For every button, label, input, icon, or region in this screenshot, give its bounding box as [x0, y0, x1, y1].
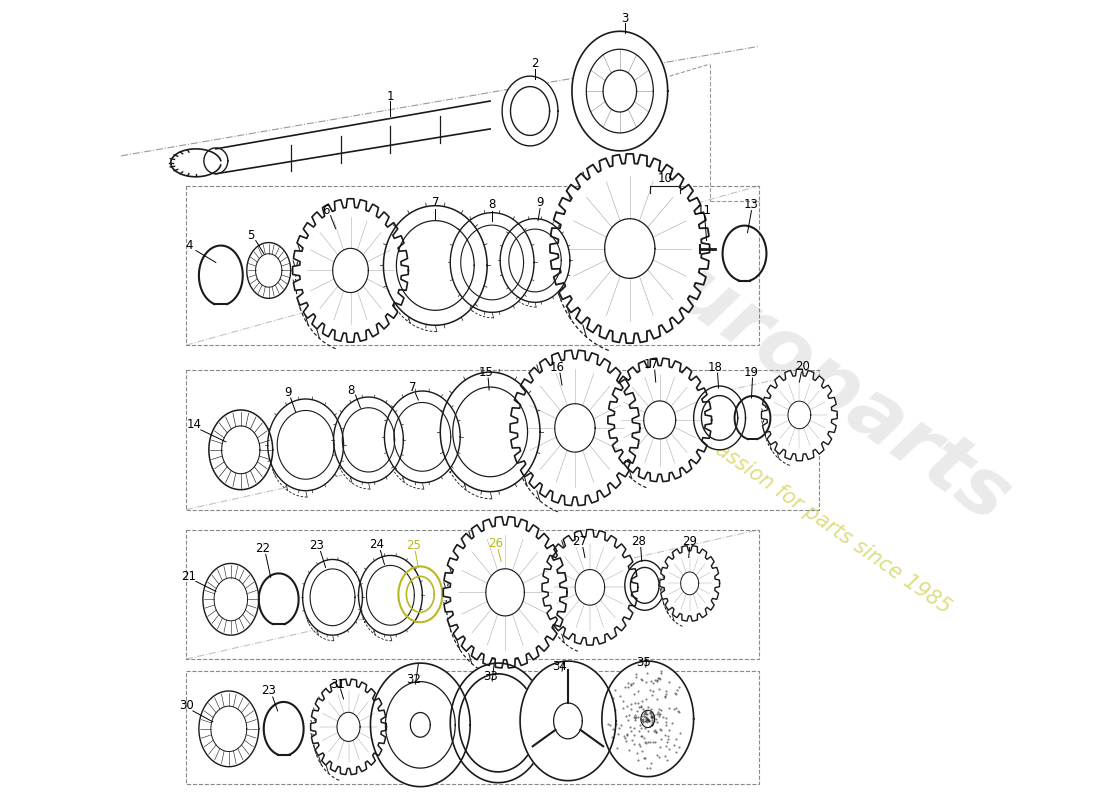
Polygon shape — [450, 213, 534, 312]
Text: 28: 28 — [631, 535, 646, 548]
Polygon shape — [761, 369, 837, 461]
PathPatch shape — [502, 76, 558, 146]
Text: 1: 1 — [387, 90, 394, 102]
Polygon shape — [443, 517, 566, 668]
Text: 9: 9 — [284, 386, 292, 398]
Polygon shape — [384, 206, 487, 326]
Text: 6: 6 — [322, 204, 329, 217]
Text: 23: 23 — [309, 539, 324, 552]
Polygon shape — [371, 663, 470, 786]
Polygon shape — [199, 691, 258, 766]
Text: 31: 31 — [330, 678, 345, 690]
Polygon shape — [520, 661, 616, 781]
Polygon shape — [202, 563, 258, 635]
Text: 24: 24 — [368, 538, 384, 551]
Text: 9: 9 — [537, 196, 543, 209]
Text: 35: 35 — [637, 655, 651, 669]
Text: 15: 15 — [478, 366, 494, 378]
Text: 30: 30 — [179, 699, 195, 713]
PathPatch shape — [625, 561, 664, 610]
Text: 5: 5 — [248, 229, 254, 242]
Text: 17: 17 — [644, 358, 658, 370]
Text: 8: 8 — [346, 383, 354, 397]
Bar — [186, 530, 759, 659]
PathPatch shape — [450, 663, 546, 782]
Polygon shape — [310, 679, 386, 774]
Text: 3: 3 — [621, 12, 628, 25]
Text: 32: 32 — [406, 673, 421, 686]
Bar — [186, 370, 819, 510]
Text: 14: 14 — [186, 418, 201, 431]
Text: 20: 20 — [795, 360, 810, 373]
Text: 18: 18 — [708, 361, 723, 374]
Text: 22: 22 — [255, 542, 271, 555]
Text: 11: 11 — [697, 204, 712, 217]
Text: 34: 34 — [552, 659, 568, 673]
Polygon shape — [510, 350, 640, 506]
Text: 16: 16 — [550, 361, 564, 374]
Polygon shape — [302, 559, 363, 635]
Polygon shape — [398, 566, 442, 622]
Text: 4: 4 — [185, 239, 192, 252]
Polygon shape — [608, 358, 712, 482]
Text: 21: 21 — [182, 570, 197, 583]
Bar — [186, 671, 759, 784]
Text: 19: 19 — [744, 366, 759, 378]
Polygon shape — [246, 242, 290, 298]
Text: 26: 26 — [487, 537, 503, 550]
Bar — [186, 186, 759, 345]
Text: 29: 29 — [682, 535, 697, 548]
Polygon shape — [209, 410, 273, 490]
Polygon shape — [602, 661, 694, 777]
Polygon shape — [267, 399, 343, 490]
Polygon shape — [572, 31, 668, 151]
PathPatch shape — [694, 386, 746, 450]
Text: 10: 10 — [658, 172, 672, 186]
Polygon shape — [384, 391, 460, 482]
Text: 7: 7 — [408, 381, 416, 394]
Polygon shape — [333, 397, 404, 482]
Polygon shape — [550, 154, 710, 343]
Text: 13: 13 — [744, 198, 759, 211]
Polygon shape — [542, 530, 638, 645]
Text: 2: 2 — [531, 57, 539, 70]
Text: 27: 27 — [572, 535, 587, 548]
Text: 25: 25 — [406, 539, 421, 552]
Text: a passion for parts since 1985: a passion for parts since 1985 — [684, 421, 954, 618]
Text: 8: 8 — [488, 198, 496, 211]
Text: europarts: europarts — [615, 221, 1024, 540]
Text: 33: 33 — [483, 670, 497, 682]
Polygon shape — [660, 546, 719, 621]
Polygon shape — [359, 555, 422, 635]
Polygon shape — [293, 198, 408, 342]
Polygon shape — [500, 218, 570, 302]
Text: 7: 7 — [431, 196, 439, 209]
Polygon shape — [440, 372, 540, 492]
Polygon shape — [211, 106, 491, 176]
Text: 23: 23 — [262, 685, 276, 698]
